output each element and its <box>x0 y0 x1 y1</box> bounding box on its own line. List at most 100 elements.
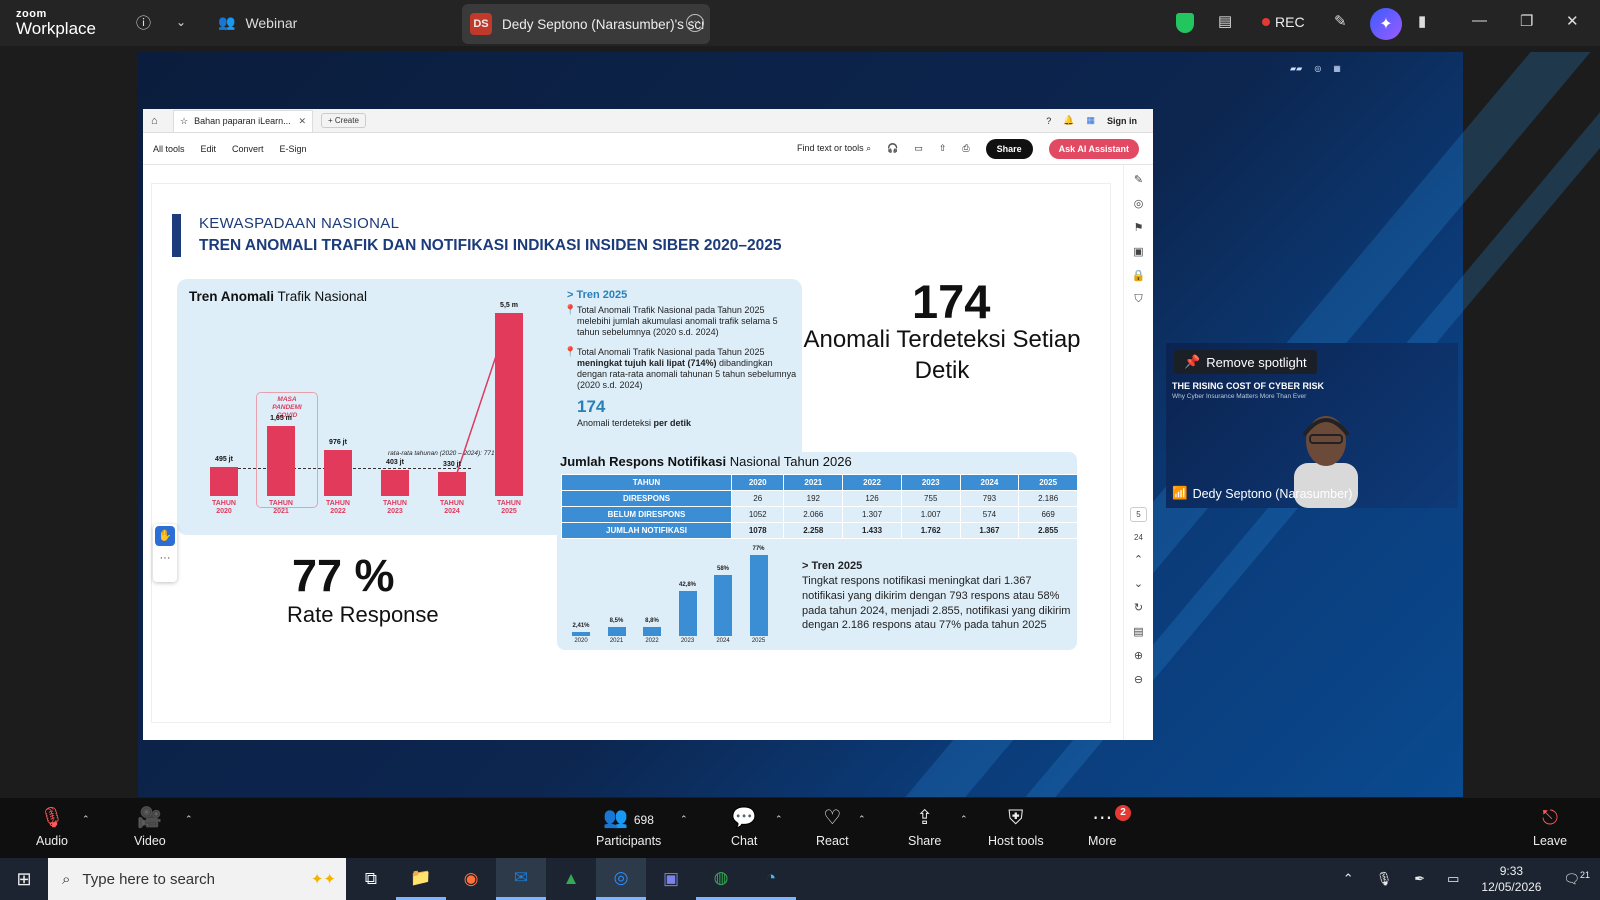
video-button[interactable]: 🎥 Video <box>134 807 166 848</box>
comment-icon[interactable]: ◎ <box>1133 198 1144 210</box>
help-icon[interactable]: ? <box>1046 115 1052 126</box>
close-icon[interactable]: ✕ <box>1566 13 1579 30</box>
host-tools-button[interactable]: ⛨ Host tools <box>988 807 1044 848</box>
task-view-icon[interactable]: ⧉ <box>364 869 378 888</box>
print-icon[interactable]: ⎙ <box>962 143 970 153</box>
pin-icon: 📌 <box>1184 354 1201 369</box>
outlook-icon[interactable]: ✉ <box>496 858 546 900</box>
speaker-video-tile[interactable]: THE RISING COST OF CYBER RISK Why Cyber … <box>1166 343 1458 508</box>
page-number-field[interactable]: 5 <box>1130 507 1147 522</box>
react-options-caret[interactable]: ⌃ <box>858 814 866 824</box>
screen-share-tab[interactable]: DS Dedy Septono (Narasumber)'s sci ··· <box>462 4 710 44</box>
sign-in-link[interactable]: Sign in <box>1107 115 1137 126</box>
traffic-bar <box>438 472 466 496</box>
traffic-bar-value: 330 jt <box>443 461 461 469</box>
pen-icon[interactable]: ✒ <box>1414 871 1426 886</box>
page-down-icon[interactable]: ⌄ <box>1133 578 1144 590</box>
star-icon[interactable]: ☆ <box>180 115 189 126</box>
upload-icon[interactable]: ⇧ <box>938 143 947 153</box>
document-tab[interactable]: ☆ Bahan paparan iLearn... ✕ <box>173 109 313 132</box>
participants-options-caret[interactable]: ⌃ <box>680 814 688 824</box>
captions-icon[interactable]: ▤ <box>1218 13 1233 30</box>
share-options-icon[interactable]: ··· <box>686 14 704 32</box>
notifications-icon[interactable]: 🗨21 <box>1563 870 1590 887</box>
participants-button[interactable]: 👥 698 Participants <box>596 807 662 848</box>
display-icon[interactable]: ▭ <box>1447 871 1460 886</box>
info-icon[interactable]: ⓘ <box>136 15 152 32</box>
read-aloud-icon[interactable]: 🎧 <box>887 143 899 153</box>
chat-button[interactable]: 💬 Chat <box>731 807 758 848</box>
response-year-label: 2022 <box>645 638 659 644</box>
taskbar-clock[interactable]: 9:33 12/05/2026 <box>1481 863 1542 894</box>
react-button[interactable]: ♡ React <box>816 807 849 848</box>
people-icon: 👥 <box>218 14 236 30</box>
notification-table-title: Jumlah Respons Notifikasi Nasional Tahun… <box>560 454 852 469</box>
table-header-row: TAHUN 2020 2021 2022 2023 2024 2025 <box>561 474 1078 491</box>
table-row: JUMLAH NOTIFIKASI 1078 2.258 1.433 1.762 1.36… <box>561 522 1078 539</box>
zoom-out-icon[interactable]: ⊖ <box>1133 674 1144 686</box>
hand-tool-icon[interactable]: ✋ <box>155 526 175 546</box>
microphone-icon[interactable]: 🎙 <box>1375 871 1393 886</box>
minimize-icon[interactable]: — <box>1472 12 1487 29</box>
menu-edit[interactable]: Edit <box>200 143 217 154</box>
windows-start-icon[interactable]: ⊞ <box>16 868 32 889</box>
trend-note-1: 📍 Total Anomali Trafik Nasional pada Tahu… <box>564 305 778 338</box>
leave-button[interactable]: ⎋ Leave <box>1533 807 1568 848</box>
shield-icon: ⛨ <box>1008 807 1024 829</box>
rotate-icon[interactable]: ↻ <box>1133 602 1144 614</box>
edit-pdf-icon[interactable]: ✎ <box>1133 174 1144 186</box>
chrome-icon[interactable]: ◍ <box>696 858 746 900</box>
heart-icon: ♡ <box>823 807 842 829</box>
share-options-caret[interactable]: ⌃ <box>960 814 968 824</box>
pdf-viewer-window: ⌂ ☆ Bahan paparan iLearn... ✕ + Create ?… <box>143 109 1153 740</box>
page-up-icon[interactable]: ⌃ <box>1133 554 1144 566</box>
file-explorer-icon[interactable]: 📁 <box>396 858 446 900</box>
bookmark-icon[interactable]: ⚑ <box>1133 222 1144 234</box>
audio-options-caret[interactable]: ⌃ <box>82 814 90 824</box>
bell-icon[interactable]: 🔔 <box>1063 115 1075 125</box>
average-label: rata-rata tahunan (2020 – 2024): 771 jt <box>388 450 500 457</box>
google-drive-icon[interactable]: ▲ <box>562 869 580 888</box>
home-icon[interactable]: ⌂ <box>151 114 158 127</box>
restore-icon[interactable]: ❐ <box>1520 13 1534 30</box>
menu-esign[interactable]: E-Sign <box>279 143 307 154</box>
share-button[interactable]: Share <box>985 138 1033 159</box>
tray-overflow-icon[interactable]: ⌃ <box>1342 871 1354 886</box>
edge-icon[interactable]: ◔ <box>746 858 796 900</box>
response-rate-value: 8,5% <box>609 618 624 625</box>
close-tab-icon[interactable]: ✕ <box>298 115 306 126</box>
apps-grid-icon[interactable]: ▦ <box>1086 115 1095 125</box>
zoom-app-icon[interactable]: ◎ <box>596 858 646 900</box>
annotate-pencil-icon[interactable]: ✎ <box>1334 13 1347 30</box>
chat-options-caret[interactable]: ⌃ <box>775 814 783 824</box>
lock-icon[interactable]: 🔒 <box>1131 270 1146 282</box>
response-rate-value: 42,8% <box>678 582 696 589</box>
recording-indicator[interactable]: REC <box>1262 14 1305 30</box>
menu-convert[interactable]: Convert <box>232 143 264 154</box>
share-screen-button[interactable]: ⇪ Share <box>908 807 942 848</box>
view-switch-icon[interactable]: ▮ <box>1418 13 1427 30</box>
pages-icon[interactable]: ▣ <box>1133 246 1144 258</box>
ai-companion-icon[interactable]: ✦ <box>1370 8 1402 40</box>
save-icon[interactable]: ▭ <box>914 143 923 153</box>
more-notification-badge: 2 <box>1115 805 1131 821</box>
firefox-icon[interactable]: ◉ <box>463 869 479 888</box>
more-tools-icon[interactable]: ··· <box>159 552 171 564</box>
zoom-in-icon[interactable]: ⊕ <box>1133 650 1144 662</box>
security-shield-icon[interactable] <box>1176 13 1194 33</box>
protect-icon[interactable]: ⛉ <box>1134 293 1143 305</box>
teams-icon[interactable]: ▣ <box>662 869 680 888</box>
trend-line <box>453 313 511 483</box>
audio-button[interactable]: 🎙 Audio <box>36 807 68 848</box>
taskbar-search-box[interactable]: ⌕ Type here to search ✦✦ <box>48 858 346 900</box>
page-info-icon[interactable]: ▤ <box>1133 626 1144 638</box>
partner-logos: ▰▰ ◎ ▦ <box>1290 64 1341 73</box>
video-options-caret[interactable]: ⌃ <box>185 814 193 824</box>
create-button[interactable]: + Create <box>321 113 366 128</box>
more-button[interactable]: ⋯ More <box>1088 807 1117 848</box>
menu-all-tools[interactable]: All tools <box>153 143 185 154</box>
chevron-down-icon[interactable]: ⌄ <box>176 15 187 29</box>
remove-spotlight-button[interactable]: 📌 Remove spotlight <box>1174 350 1317 374</box>
ask-ai-assistant-button[interactable]: Ask AI Assistant <box>1048 138 1139 159</box>
find-tools-field[interactable]: Find text or tools ⌕ <box>797 143 872 153</box>
